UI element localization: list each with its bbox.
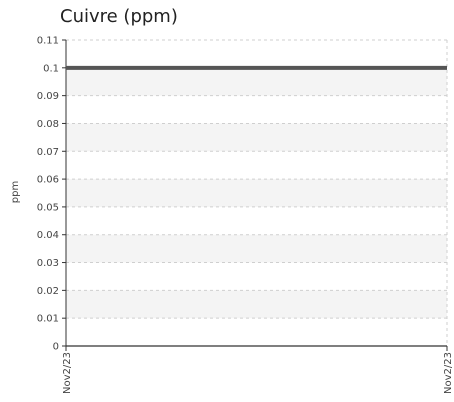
y-tick-label: 0 <box>53 342 59 353</box>
y-tick-label: 0.01 <box>37 314 59 325</box>
x-tick-label: Nov2/23 <box>62 352 73 394</box>
plot-band <box>66 290 447 319</box>
y-tick-label: 0.09 <box>37 91 59 102</box>
y-tick-label: 0.07 <box>37 147 59 158</box>
axes <box>62 39 448 351</box>
y-tick-label: 0.08 <box>37 119 59 130</box>
y-tick-labels: 0 0.01 0.02 0.03 0.04 0.05 0.06 0.07 0.08 0.09 0.1… <box>37 36 59 353</box>
y-tick-label: 0.02 <box>37 286 59 297</box>
y-tick-label: 0.1 <box>43 63 59 74</box>
y-tick-label: 0.04 <box>37 230 59 241</box>
y-tick-label: 0.06 <box>37 175 59 186</box>
plot-band <box>66 234 447 263</box>
chart-title: Cuivre (ppm) <box>60 6 178 27</box>
plot-bands <box>66 67 447 319</box>
y-tick-label: 0.03 <box>37 258 59 269</box>
y-tick-label: 0.11 <box>37 36 59 47</box>
y-axis-label: ppm <box>10 181 21 203</box>
plot-band <box>66 179 447 207</box>
y-tick-label: 0.05 <box>37 202 59 213</box>
x-tick-label: Nov2/23 <box>443 352 454 394</box>
plot-band <box>66 123 447 152</box>
x-tick-labels: Nov2/23 Nov2/23 <box>62 352 454 394</box>
plot-band <box>66 67 447 96</box>
